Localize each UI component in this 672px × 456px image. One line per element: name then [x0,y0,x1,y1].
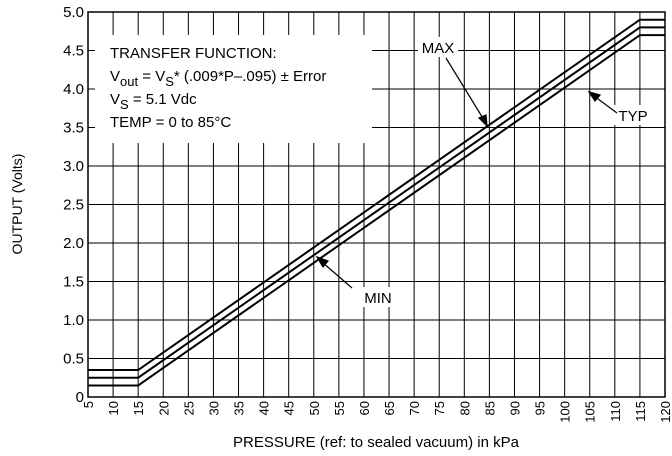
x-tick-label: 70 [407,401,422,415]
x-tick-label: 50 [307,401,322,415]
y-tick-label: 5.0 [63,4,84,21]
x-tick-label: 75 [432,401,447,415]
x-tick-label: 85 [482,401,497,415]
x-tick-label: 120 [658,401,672,423]
y-tick-label: 0.5 [63,351,84,368]
y-tick-label: 4.0 [63,81,84,98]
x-tick-label: 65 [382,401,397,415]
x-tick-label: 105 [583,401,598,423]
y-tick-label: 2.5 [63,197,84,214]
series-label: TYP [618,108,647,125]
y-tick-label: 4.5 [63,43,84,60]
x-tick-label: 60 [357,401,372,415]
arrows [315,57,618,289]
annotation-text: V [110,68,120,85]
annotation-text: TEMP = 0 to 85°C [110,114,231,131]
x-tick-label: 100 [558,401,573,423]
x-tick-label: 110 [608,401,623,422]
y-tick-label: 3.5 [63,120,84,137]
annotation-subscript: S [120,97,129,112]
series-label: MIN [364,290,392,307]
y-tick-label: 1.5 [63,274,84,291]
x-tick-label: 45 [282,401,297,415]
y-tick-label: 2.0 [63,235,84,252]
annotation-text: * (.009*P–.095) ± Error [174,68,326,85]
y-tick-label: 0 [76,389,84,406]
series-label-bg [418,37,458,57]
x-tick-label: 95 [533,401,548,415]
y-tick-label: 1.0 [63,312,84,329]
annotation-text: = V [138,68,165,85]
annotation-line: VS = 5.1 Vdc [110,91,197,112]
annotation-text: V [110,91,120,108]
annotation-line: Vout = VS* (.009*P–.095) ± Error [110,68,326,89]
x-tick-label: 10 [106,401,121,415]
x-tick-label: 80 [457,401,472,415]
annotation-line: TEMP = 0 to 85°C [110,114,231,131]
x-tick-label: 40 [257,401,272,415]
series-line [88,18,665,372]
y-tick-label: 3.0 [63,158,84,175]
x-tick-label: 25 [181,401,196,415]
annotation-line: TRANSFER FUNCTION: [110,45,277,62]
series-line [88,26,665,379]
annotation-box [95,35,372,143]
x-tick-label: 5 [81,401,96,408]
series-label-bg [613,105,653,125]
x-tick-label: 55 [332,401,347,415]
plot-frame [87,11,666,398]
x-tick-label: 115 [633,401,648,422]
x-tick-label: 15 [131,401,146,415]
series-label-bg [358,287,398,307]
x-tick-label: 30 [206,401,221,415]
x-tick-label: 90 [507,401,522,415]
series-label: MAX [422,40,455,57]
y-axis-title: OUTPUT (Volts) [9,154,25,255]
annotation-text: = 5.1 Vdc [129,91,197,108]
x-tick-label: 35 [232,401,247,415]
x-tick-label: 20 [156,401,171,415]
x-axis-title: PRESSURE (ref: to sealed vacuum) in kPa [233,434,520,451]
annotation-subscript: S [165,74,174,89]
annotation-subscript: out [120,74,138,89]
series-line [88,34,665,387]
annotation-text: TRANSFER FUNCTION: [110,45,277,62]
